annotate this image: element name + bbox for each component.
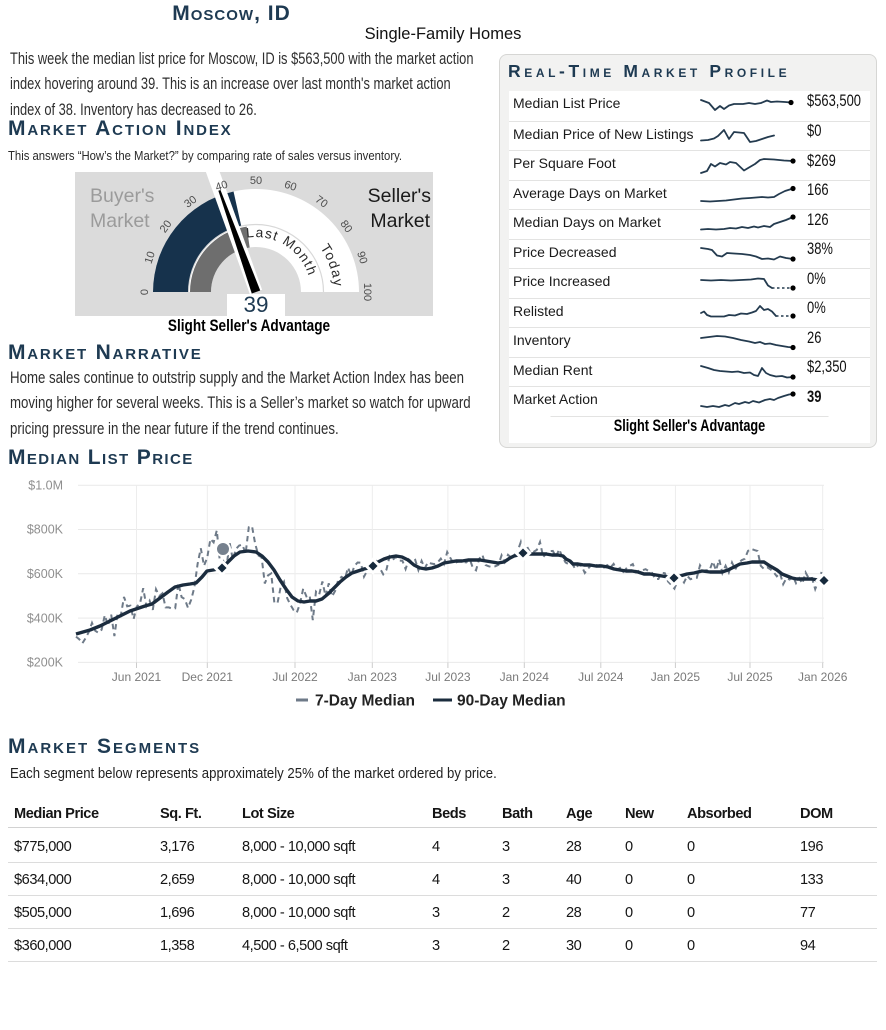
svg-text:70: 70 bbox=[313, 194, 330, 211]
svg-text:$400K: $400K bbox=[27, 611, 64, 625]
svg-text:10: 10 bbox=[143, 250, 158, 265]
svg-text:Jul 2023: Jul 2023 bbox=[425, 670, 471, 684]
svg-text:80: 80 bbox=[337, 218, 354, 235]
svg-text:Seller's: Seller's bbox=[368, 185, 432, 207]
svg-text:$1.0M: $1.0M bbox=[28, 478, 63, 492]
svg-text:30: 30 bbox=[182, 194, 199, 211]
svg-text:Jul 2024: Jul 2024 bbox=[578, 670, 624, 684]
svg-text:90: 90 bbox=[354, 250, 369, 265]
svg-text:Jul 2025: Jul 2025 bbox=[727, 670, 773, 684]
svg-text:Jan 2026: Jan 2026 bbox=[798, 670, 848, 684]
svg-text:7-Day Median: 7-Day Median bbox=[315, 693, 415, 710]
svg-text:60: 60 bbox=[283, 179, 298, 194]
svg-text:Buyer's: Buyer's bbox=[90, 185, 155, 207]
svg-text:Jan 2023: Jan 2023 bbox=[348, 670, 398, 684]
svg-text:Jul 2022: Jul 2022 bbox=[272, 670, 318, 684]
svg-text:40: 40 bbox=[214, 179, 229, 194]
svg-text:$800K: $800K bbox=[27, 523, 64, 537]
svg-text:$200K: $200K bbox=[27, 656, 64, 670]
svg-text:90-Day Median: 90-Day Median bbox=[457, 693, 566, 710]
svg-text:Dec 2021: Dec 2021 bbox=[182, 670, 234, 684]
svg-text:Jan 2024: Jan 2024 bbox=[500, 670, 550, 684]
svg-text:Market: Market bbox=[90, 210, 150, 232]
svg-text:Jun 2021: Jun 2021 bbox=[112, 670, 162, 684]
svg-text:$600K: $600K bbox=[27, 567, 64, 581]
svg-text:0: 0 bbox=[139, 289, 151, 295]
svg-text:39: 39 bbox=[243, 292, 268, 317]
svg-text:Jan 2025: Jan 2025 bbox=[651, 670, 701, 684]
svg-text:Market: Market bbox=[370, 210, 430, 232]
svg-text:20: 20 bbox=[158, 218, 175, 235]
svg-text:100: 100 bbox=[361, 283, 373, 301]
svg-text:50: 50 bbox=[250, 175, 262, 187]
